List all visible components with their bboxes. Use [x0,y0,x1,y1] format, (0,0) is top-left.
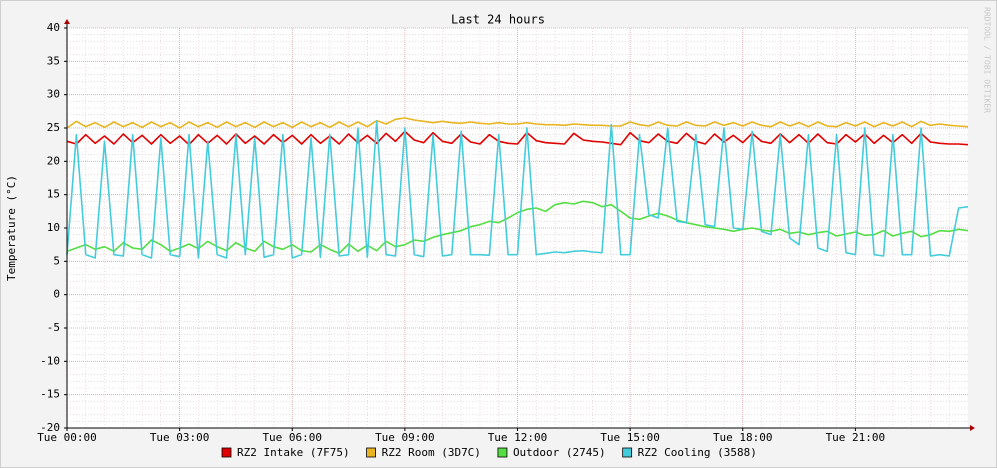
grid [66,27,968,429]
x-tick-label: Tue 09:00 [375,431,435,444]
y-tick-label: 25 [47,121,60,134]
y-tick-label: 10 [47,221,60,234]
series-line [66,120,969,259]
y-tick-label: 30 [47,88,60,101]
legend: RZ2 Intake (7F75) RZ2 Room (3D7C) Outdoor … [221,446,757,459]
axes [64,19,975,431]
x-tick-label: Tue 03:00 [150,431,210,444]
y-tick-label: 20 [47,154,60,167]
x-tick-label: Tue 00:00 [37,431,97,444]
legend-label: RZ2 Room (3D7C) [382,446,481,459]
legend-label: RZ2 Cooling (3588) [638,446,757,459]
y-tick-label: -5 [47,321,60,334]
x-tick-label: Tue 06:00 [262,431,322,444]
y-tick-label: 15 [47,188,60,201]
x-axis-arrow [970,425,975,431]
x-tick-label: Tue 21:00 [826,431,886,444]
series-line [66,117,969,129]
legend-swatch [497,447,508,458]
legend-swatch [221,447,232,458]
legend-label: Outdoor (2745) [513,446,606,459]
legend-swatch [366,447,376,458]
legend-swatch [622,447,633,458]
y-tick-label: 5 [53,254,60,267]
legend-label: RZ2 Intake (7F75) [237,446,350,459]
y-tick-label: 0 [53,288,60,301]
y-axis-arrow [64,19,70,24]
y-tick-label: 35 [47,54,60,67]
x-tick-label: Tue 15:00 [600,431,660,444]
y-tick-label: 40 [47,21,60,34]
y-axis-label: Temperature (°C) [5,175,18,281]
y-tick-label: -15 [40,388,60,401]
lines [66,117,969,259]
y-tick-label: -20 [40,421,60,434]
x-tick-label: Tue 18:00 [713,431,773,444]
watermark: RRDTOOL / TOBI OETIKER [983,7,992,113]
x-tick-label: Tue 12:00 [488,431,548,444]
series-line [66,130,969,146]
chart-title: Last 24 hours [451,13,545,27]
y-tick-label: -10 [40,354,60,367]
